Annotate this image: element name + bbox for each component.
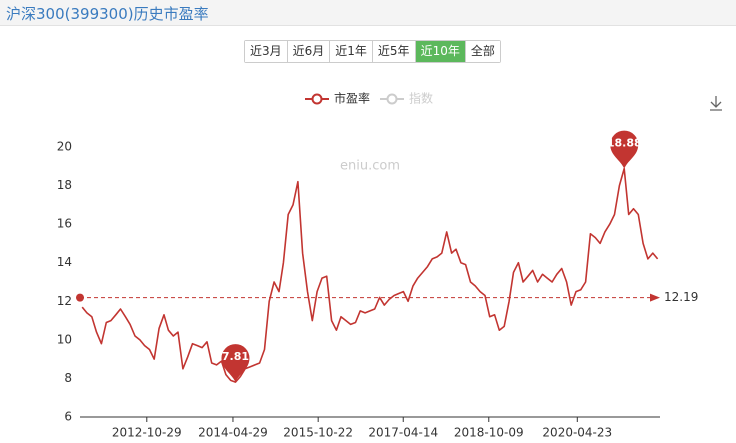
x-tick-label: 2012-10-29 (112, 426, 182, 440)
range-button[interactable]: 近3月 (245, 41, 288, 62)
download-icon[interactable] (710, 96, 722, 111)
page-title: 沪深300(399300)历史市盈率 (6, 5, 209, 23)
legend-marker (386, 93, 398, 105)
range-button[interactable]: 全部 (465, 41, 500, 62)
download-glyph (710, 96, 722, 111)
x-tick-label: 2014-04-29 (198, 426, 268, 440)
y-tick-label: 14 (57, 255, 72, 269)
pin (221, 344, 250, 383)
x-tick-label: 2015-10-22 (283, 426, 353, 440)
range-button[interactable]: 近5年 (372, 41, 416, 62)
pin-label: 7.81 (222, 350, 249, 363)
pe-line (81, 167, 659, 383)
range-button[interactable]: 近10年 (415, 41, 466, 62)
x-tick-label: 2017-04-14 (368, 426, 438, 440)
average-arrow (650, 293, 660, 302)
y-tick-label: 6 (64, 410, 72, 424)
range-button[interactable]: 近6月 (287, 41, 331, 62)
y-tick-label: 8 (64, 371, 72, 385)
y-tick-label: 18 (57, 178, 72, 192)
average-dot (76, 293, 84, 302)
watermark: eniu.com (340, 159, 400, 174)
legend-marker (311, 93, 323, 105)
y-tick-label: 12 (57, 294, 72, 308)
y-tick-label: 10 (57, 332, 72, 346)
y-tick-label: 16 (57, 217, 72, 231)
x-tick-label: 2020-04-23 (542, 426, 612, 440)
range-button[interactable]: 近1年 (330, 41, 373, 62)
range-buttons: 近3月 近6月 近1年 近5年 近10年 全部 (244, 40, 501, 63)
pin-label: 18.88 (607, 137, 642, 150)
y-tick-label: 20 (57, 140, 72, 154)
pin (610, 130, 639, 169)
legend-label: 市盈率 (334, 91, 370, 106)
x-tick-label: 2018-10-09 (454, 426, 524, 440)
header: 沪深300(399300)历史市盈率 (0, 0, 736, 26)
legend-label: 指数 (409, 91, 433, 106)
average-label: 12.19 (664, 290, 698, 304)
